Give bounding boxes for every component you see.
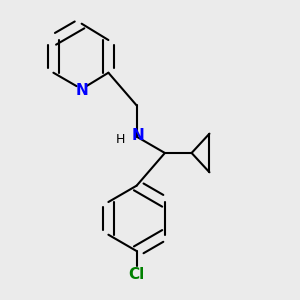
Text: H: H <box>116 133 125 146</box>
Text: N: N <box>75 83 88 98</box>
Text: Cl: Cl <box>128 267 145 282</box>
Text: N: N <box>132 128 145 142</box>
